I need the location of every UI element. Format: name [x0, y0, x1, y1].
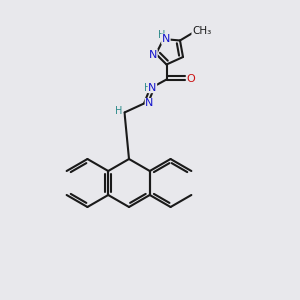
Text: N: N: [149, 50, 157, 60]
Text: N: N: [145, 98, 154, 109]
Text: N: N: [148, 82, 157, 93]
Text: CH₃: CH₃: [192, 26, 211, 36]
Text: H: H: [158, 30, 166, 40]
Text: H: H: [116, 106, 123, 116]
Text: H: H: [144, 82, 151, 93]
Text: O: O: [187, 74, 196, 85]
Text: N: N: [162, 34, 170, 44]
